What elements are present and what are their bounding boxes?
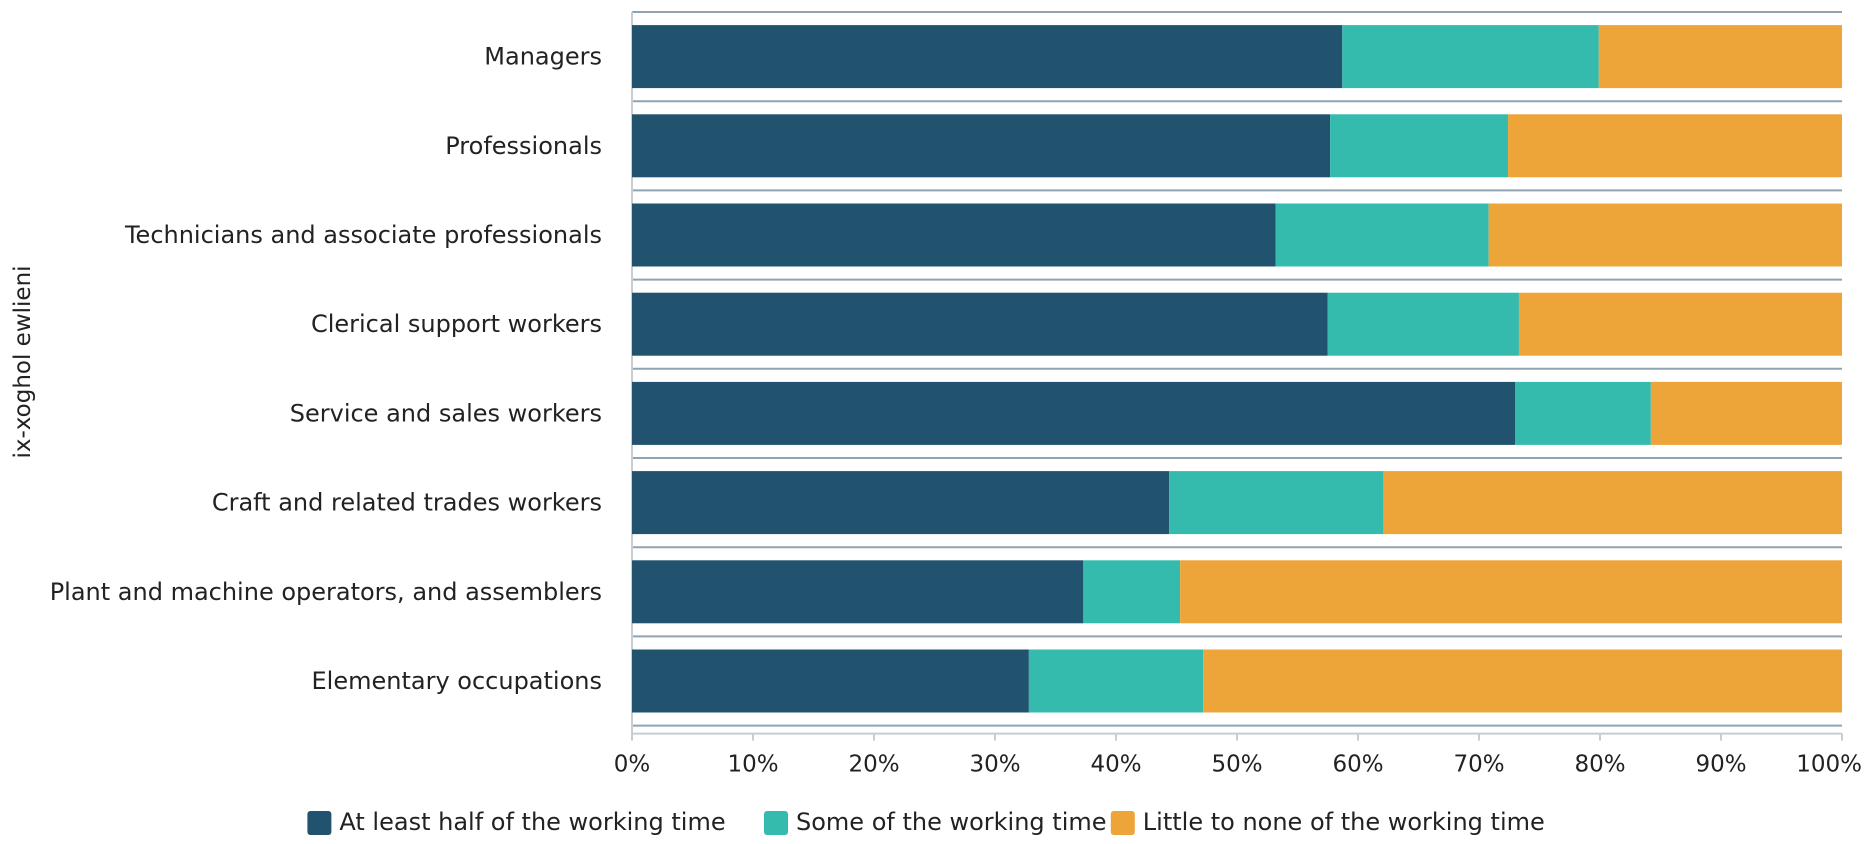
bar-segment [1518, 292, 1842, 356]
bar-segment [632, 471, 1170, 535]
x-tick-label: 70% [1453, 752, 1504, 778]
bar-segment [1169, 471, 1384, 535]
bar-segment [632, 649, 1029, 713]
x-tick-label: 30% [969, 752, 1020, 778]
x-axis-ticks: 0% 10% 20% 30% 40% 50% 60% 70% 80% 90% 100% [614, 733, 1862, 778]
bar-segment [1180, 560, 1842, 624]
bar-segment [632, 114, 1331, 178]
bar-segment [1383, 471, 1842, 535]
category-label: Technicians and associate professionals [124, 221, 602, 249]
bar-segment [1342, 25, 1599, 89]
x-tick-label: 10% [727, 752, 778, 778]
bar-segment [1203, 649, 1842, 713]
legend-swatch [764, 811, 788, 835]
category-label: Clerical support workers [311, 310, 602, 338]
category-label: Elementary occupations [312, 667, 602, 695]
bar-segment [1330, 114, 1509, 178]
legend-swatch [1110, 811, 1135, 835]
category-labels: Managers Professionals Technicians and ass… [50, 43, 602, 695]
x-tick-label: 100% [1796, 752, 1862, 778]
bar-group [632, 25, 1842, 713]
bar-segment [632, 203, 1276, 267]
legend-label: At least half of the working time [339, 808, 725, 836]
bar-segment [632, 381, 1516, 445]
x-tick-label: 90% [1695, 752, 1746, 778]
legend: At least half of the working time Some of… [307, 808, 1545, 836]
bar-segment [632, 560, 1084, 624]
bar-segment [1650, 381, 1842, 445]
category-label: Managers [484, 43, 602, 71]
category-label: Craft and related trades workers [212, 489, 602, 517]
x-tick-label: 0% [614, 752, 651, 778]
bar-segment [1488, 203, 1842, 267]
y-axis-title: ix-xoghol ewlieni [10, 265, 36, 458]
legend-label: Little to none of the working time [1143, 808, 1545, 836]
x-tick-label: 20% [848, 752, 899, 778]
legend-label: Some of the working time [796, 808, 1107, 836]
legend-swatch [307, 811, 332, 835]
bar-segment [1515, 381, 1651, 445]
bar-segment [1327, 292, 1519, 356]
x-tick-label: 50% [1211, 752, 1262, 778]
bar-segment [1508, 114, 1842, 178]
bar-segment [1598, 25, 1842, 89]
bar-segment [1275, 203, 1489, 267]
x-tick-label: 80% [1574, 752, 1625, 778]
bar-segment [632, 25, 1343, 89]
bar-segment [632, 292, 1328, 356]
category-label: Professionals [445, 132, 602, 160]
category-label: Plant and machine operators, and assembl… [50, 578, 602, 606]
bar-segment [1083, 560, 1181, 624]
bar-segment [1028, 649, 1204, 713]
x-tick-label: 60% [1332, 752, 1383, 778]
category-label: Service and sales workers [290, 399, 602, 427]
x-tick-label: 40% [1090, 752, 1141, 778]
